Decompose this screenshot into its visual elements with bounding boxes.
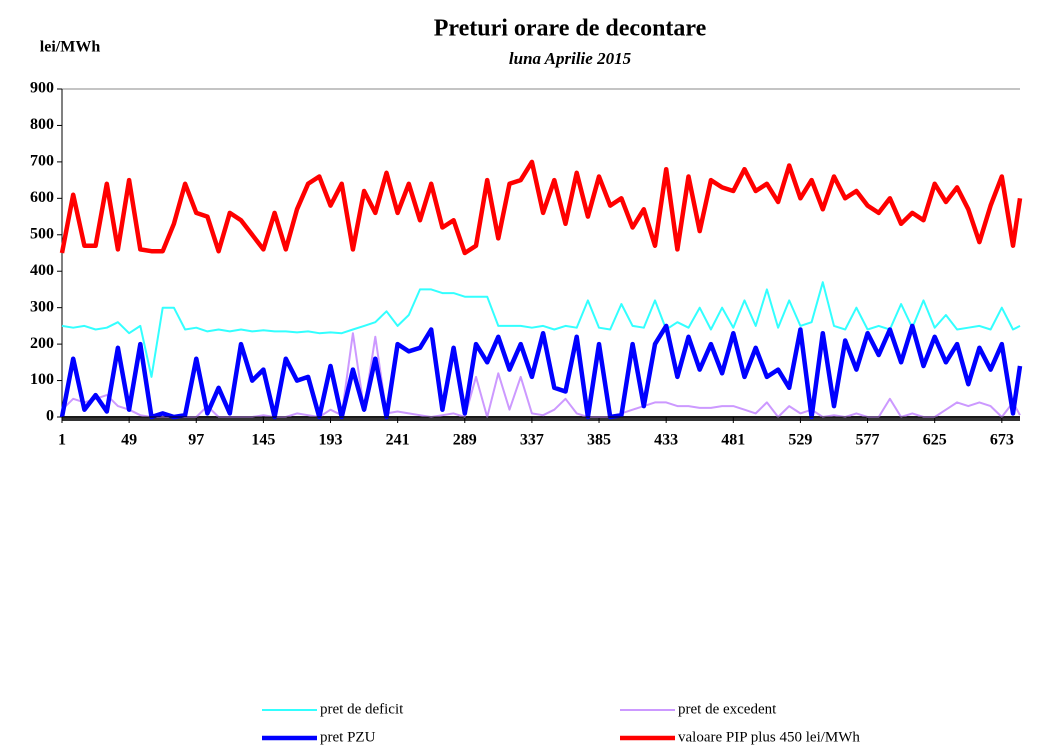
x-tick-label: 625 [923, 432, 947, 449]
y-tick-label: 200 [30, 335, 54, 352]
legend-label: pret PZU [320, 729, 376, 745]
chart-subtitle: luna Aprilie 2015 [509, 49, 632, 68]
legend-label: pret de excedent [678, 701, 777, 717]
legend-label: pret de deficit [320, 701, 404, 717]
y-tick-label: 500 [30, 225, 54, 242]
y-tick-label: 0 [46, 408, 54, 425]
x-tick-label: 241 [386, 432, 410, 449]
y-tick-label: 100 [30, 371, 54, 388]
x-tick-label: 673 [990, 432, 1014, 449]
x-tick-label: 289 [453, 432, 477, 449]
x-tick-label: 145 [251, 432, 275, 449]
y-tick-label: 600 [30, 189, 54, 206]
y-tick-label: 800 [30, 116, 54, 133]
x-tick-label: 337 [520, 432, 544, 449]
x-tick-label: 49 [121, 432, 137, 449]
x-tick-label: 1 [58, 432, 66, 449]
series-line [61, 281, 1021, 378]
x-tick-label: 433 [654, 432, 678, 449]
y-tick-label: 300 [30, 298, 54, 315]
x-tick-label: 529 [788, 432, 812, 449]
series-line [59, 323, 1023, 420]
y-tick-label: 700 [30, 153, 54, 170]
series-line [59, 159, 1023, 256]
legend-label: valoare PIP plus 450 lei/MWh [678, 729, 860, 745]
chart-title: Preturi orare de decontare [434, 16, 707, 42]
y-tick-label: 400 [30, 262, 54, 279]
y-tick-label: 900 [30, 80, 54, 97]
x-axis-minor-ticks [62, 416, 1020, 421]
y-axis-label: lei/MWh [40, 39, 101, 56]
x-tick-label: 97 [188, 432, 204, 449]
x-tick-label: 385 [587, 432, 611, 449]
x-tick-label: 193 [319, 432, 343, 449]
x-tick-label: 577 [856, 432, 880, 449]
x-tick-label: 481 [721, 432, 745, 449]
